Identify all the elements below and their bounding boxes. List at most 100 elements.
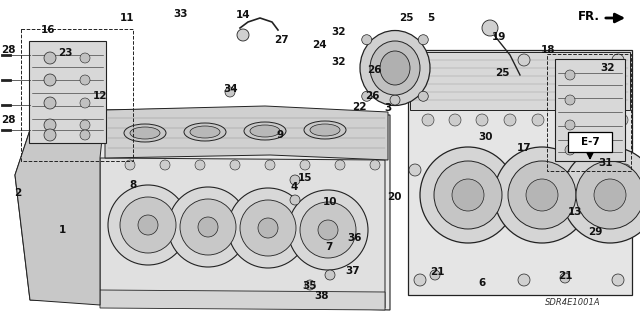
Circle shape: [198, 217, 218, 237]
Text: 23: 23: [58, 48, 72, 58]
Circle shape: [588, 114, 600, 126]
Text: 29: 29: [588, 227, 602, 237]
Polygon shape: [105, 106, 388, 160]
Text: 10: 10: [323, 197, 337, 207]
Circle shape: [80, 53, 90, 63]
Circle shape: [419, 91, 428, 101]
Circle shape: [565, 145, 575, 155]
Text: 7: 7: [325, 242, 333, 252]
Ellipse shape: [310, 124, 340, 136]
Circle shape: [482, 20, 498, 36]
Circle shape: [390, 95, 400, 105]
Text: 27: 27: [274, 35, 288, 45]
Polygon shape: [410, 52, 630, 110]
Text: 37: 37: [346, 266, 360, 276]
Circle shape: [494, 147, 590, 243]
Text: 2: 2: [14, 188, 22, 198]
Text: 3: 3: [385, 103, 392, 113]
Text: 35: 35: [303, 281, 317, 291]
Text: 38: 38: [315, 291, 329, 301]
Circle shape: [612, 54, 624, 66]
Text: 17: 17: [516, 143, 531, 153]
Circle shape: [518, 54, 530, 66]
Circle shape: [362, 91, 372, 101]
Text: 30: 30: [479, 132, 493, 142]
Circle shape: [120, 197, 176, 253]
Circle shape: [518, 274, 530, 286]
Circle shape: [305, 280, 315, 290]
Circle shape: [300, 202, 356, 258]
Circle shape: [300, 160, 310, 170]
Circle shape: [504, 114, 516, 126]
Text: 26: 26: [365, 91, 380, 101]
Text: 26: 26: [367, 65, 381, 75]
Circle shape: [180, 199, 236, 255]
Text: 22: 22: [352, 102, 366, 112]
Text: 16: 16: [41, 25, 55, 35]
Circle shape: [44, 129, 56, 141]
FancyBboxPatch shape: [555, 59, 625, 161]
Circle shape: [419, 35, 428, 45]
Circle shape: [44, 97, 56, 109]
Circle shape: [565, 120, 575, 130]
Ellipse shape: [184, 123, 226, 141]
Ellipse shape: [244, 122, 286, 140]
Circle shape: [414, 274, 426, 286]
Text: 19: 19: [492, 32, 506, 42]
Circle shape: [420, 147, 516, 243]
Circle shape: [44, 119, 56, 131]
Circle shape: [434, 161, 502, 229]
Circle shape: [80, 75, 90, 85]
Ellipse shape: [190, 126, 220, 138]
Circle shape: [44, 52, 56, 64]
Circle shape: [80, 120, 90, 130]
Text: 21: 21: [557, 271, 572, 281]
Circle shape: [335, 160, 345, 170]
Text: 18: 18: [541, 45, 556, 55]
Circle shape: [290, 175, 300, 185]
Text: 28: 28: [1, 45, 15, 55]
Circle shape: [108, 185, 188, 265]
Text: 31: 31: [599, 158, 613, 168]
Circle shape: [160, 160, 170, 170]
Circle shape: [619, 164, 631, 176]
Ellipse shape: [124, 124, 166, 142]
Circle shape: [195, 160, 205, 170]
Text: 11: 11: [120, 13, 134, 23]
Circle shape: [258, 218, 278, 238]
Circle shape: [532, 114, 544, 126]
Circle shape: [370, 160, 380, 170]
Text: 32: 32: [332, 27, 346, 37]
Polygon shape: [100, 290, 385, 310]
Polygon shape: [15, 110, 105, 305]
Circle shape: [409, 164, 421, 176]
Circle shape: [168, 187, 248, 267]
Text: 12: 12: [93, 91, 108, 101]
Text: 28: 28: [1, 115, 15, 125]
Ellipse shape: [370, 41, 420, 95]
Text: 34: 34: [224, 84, 238, 94]
Text: 24: 24: [312, 40, 326, 50]
Text: 20: 20: [387, 192, 401, 202]
Circle shape: [430, 270, 440, 280]
Text: 8: 8: [129, 180, 136, 190]
Circle shape: [230, 160, 240, 170]
Circle shape: [565, 95, 575, 105]
Text: 14: 14: [236, 10, 250, 20]
FancyBboxPatch shape: [29, 41, 106, 143]
Text: 32: 32: [601, 63, 615, 73]
Circle shape: [44, 74, 56, 86]
Polygon shape: [100, 158, 385, 308]
Text: E-7: E-7: [580, 137, 600, 147]
Circle shape: [237, 29, 249, 41]
Text: 6: 6: [478, 278, 486, 288]
Circle shape: [526, 179, 558, 211]
Circle shape: [80, 98, 90, 108]
Circle shape: [290, 195, 300, 205]
Circle shape: [138, 215, 158, 235]
Circle shape: [508, 161, 576, 229]
Circle shape: [560, 114, 572, 126]
Ellipse shape: [360, 31, 430, 106]
Circle shape: [612, 274, 624, 286]
Circle shape: [318, 220, 338, 240]
